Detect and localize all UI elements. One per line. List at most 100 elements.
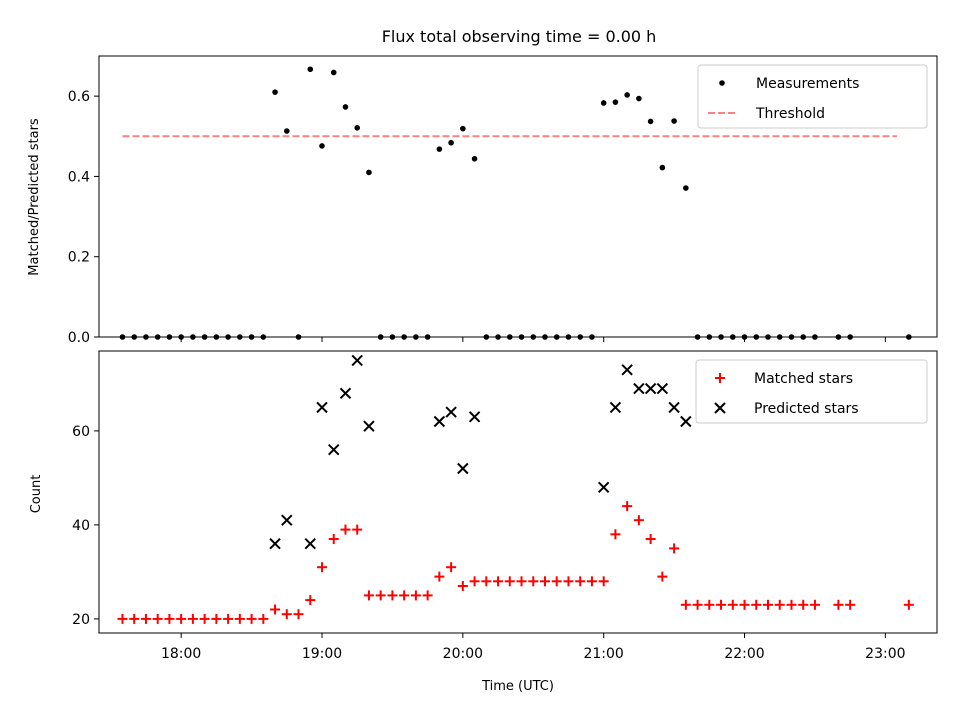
count-predicted-point [269,537,281,550]
x-marker-b [621,364,633,376]
legend-matched-swatch [715,373,725,383]
count-matched-point [176,613,187,624]
count-matched-point [387,590,398,601]
ratio-axes-frame [98,55,938,338]
count-matched-point [692,599,703,610]
count-y-tick-label: 40 [72,518,90,534]
count-matched-point [246,613,257,624]
count-predicted-point [328,443,340,456]
ratio-measurement-point [342,104,349,110]
count-matched-point [669,543,680,554]
count-predicted-point [281,514,293,526]
ratio-measurement-point [283,128,290,134]
ratio-y-tick-label: 0.2 [68,250,90,266]
count-predicted-point [633,382,645,395]
count-matched-point [457,581,468,591]
legend-label: Matched stars [754,371,853,387]
count-predicted-point [304,537,316,550]
count-matched-point [539,576,550,587]
ratio-y-tick-label: 0.4 [68,169,90,185]
x-marker-b [457,462,469,475]
ratio-axis: 0.0 0.2 0.4 0.6 [68,55,938,346]
count-matched-point [575,576,586,587]
count-matched-point [586,576,597,587]
count-predicted-point [680,415,692,428]
ratio-measurement-point [330,69,337,76]
count-matched-point [809,599,820,610]
ratio-y-axis-label: Matched/Predicted stars [27,118,42,276]
ratio-measurement-point [448,139,454,146]
count-axis: 20 40 60 18:00 19:00 20:00 21:00 22:00 23:00 [72,350,938,662]
x-marker-b [468,411,481,423]
ratio-measurement-point [272,89,278,95]
chart-title: Flux total observing time = 0.00 h [382,27,657,46]
count-matched-point [328,534,339,544]
ratio-measurement-point [671,118,677,124]
count-matched-point [786,599,797,610]
count-matched-point [305,595,316,606]
count-predicted-point [609,401,622,414]
count-x-tick-label: 22:00 [724,646,764,662]
count-matched-point [399,590,410,601]
count-predicted-point [445,406,457,418]
count-matched-point [622,501,633,512]
count-x-tick-label: 18:00 [161,646,201,662]
count-x-tick-label: 23:00 [865,646,905,662]
count-matched-point [340,524,351,535]
count-matched-point [270,604,281,615]
count-predicted-point [644,382,657,395]
count-matched-point [129,613,140,624]
count-matched-point [633,515,644,526]
count-matched-point [363,590,374,601]
count-matched-point [551,576,562,587]
x-marker-b [445,406,457,418]
count-matched-point [152,613,163,624]
legend-label: Threshold [755,106,825,122]
count-matched-point [704,599,715,610]
count-predicted-point [363,420,375,432]
count-matched-point [798,599,809,610]
x-marker-b [316,401,328,414]
legend-predicted-swatch [714,402,726,414]
count-legend-box [695,359,928,424]
count-matched-point [211,613,222,624]
count-marks [117,354,914,624]
x-marker-b [633,382,645,395]
count-matched-point [762,599,773,610]
count-matched-point [751,599,762,610]
ratio-measurement-point [636,95,642,102]
count-y-tick-label: 60 [72,424,90,440]
legend-measurement-swatch [719,80,725,86]
count-matched-point [680,599,691,610]
count-matched-point [716,599,727,610]
count-x-tick-label: 21:00 [583,646,623,662]
count-y-axis-label: Count [29,475,44,514]
x-marker-b [668,401,680,414]
count-matched-point [645,534,656,544]
count-matched-point [610,529,621,540]
ratio-measurement-point [683,185,689,191]
count-predicted-point [433,415,446,428]
count-matched-point [598,576,609,587]
count-predicted-point [351,354,363,367]
ratio-measurement-point [612,99,619,105]
count-matched-point [493,576,504,587]
count-predicted-point [668,401,680,414]
count-matched-point [563,576,574,587]
count-matched-point [140,613,151,624]
count-x-tick-label: 20:00 [443,646,483,662]
count-matched-point [845,599,856,610]
legend-label: Predicted stars [754,401,859,417]
count-predicted-point [656,382,669,395]
count-matched-point [903,599,914,610]
ratio-y-tick-label: 0.6 [68,89,90,105]
ratio-measurement-point [319,143,325,149]
count-legend: Matched stars Predicted stars [695,359,928,424]
x-marker-b [656,382,669,395]
count-matched-point [234,613,245,624]
ratio-measurement-point [436,146,443,152]
count-matched-point [199,613,210,624]
count-y-tick-label: 20 [72,612,90,628]
count-matched-point [281,609,292,620]
